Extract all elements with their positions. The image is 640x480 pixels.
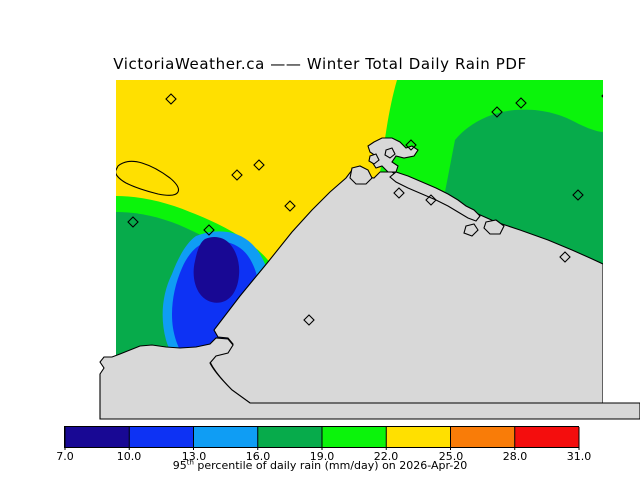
caption-superscript: th <box>186 458 194 467</box>
colorbar-segment-13-16[interactable] <box>193 427 258 447</box>
station-marker <box>425 194 437 206</box>
land-lower-mass <box>99 337 640 420</box>
land-islet-b <box>384 147 396 159</box>
island-outline-west <box>116 160 180 196</box>
contour-band-navy-core <box>193 236 240 303</box>
colorbar-tick-label: 31.0 <box>566 450 592 463</box>
caption-suffix: percentile of daily rain (mm/day) on 202… <box>193 459 468 472</box>
colorbar-segment-25-28[interactable] <box>450 427 515 447</box>
caption-prefix: 95 <box>172 459 187 472</box>
station-marker <box>284 200 296 212</box>
colorbar-tick-label: 10.0 <box>116 450 142 463</box>
colorbar-tick-label: 22.0 <box>373 450 399 463</box>
colorbar-tick-label: 19.0 <box>309 450 335 463</box>
figure-title: VictoriaWeather.ca —— Winter Total Daily… <box>113 55 527 73</box>
colorbar-segment-22-25[interactable] <box>386 427 451 447</box>
colorbar-tick-marks <box>64 427 580 450</box>
land-outside-frame <box>99 337 640 420</box>
colorbar-caption: 95th percentile of daily rain (mm/day) o… <box>0 459 640 472</box>
land-islet-a <box>368 153 380 165</box>
colorbar-segments[interactable] <box>65 427 579 447</box>
colorbar-tick-label: 28.0 <box>502 450 528 463</box>
station-marker <box>253 159 265 171</box>
station-marker <box>393 187 405 199</box>
station-marker <box>491 106 503 118</box>
land-islet-c <box>483 219 505 235</box>
station-markers <box>127 93 603 326</box>
land-polygons <box>209 137 603 403</box>
colorbar-segment-10-13[interactable] <box>129 427 194 447</box>
colorbar-tick-label: 16.0 <box>245 450 271 463</box>
station-marker <box>515 97 527 109</box>
colorbar-tick-label: 25.0 <box>438 450 464 463</box>
colorbar-segment-16-19[interactable] <box>257 427 322 447</box>
land-coast-west-upper <box>349 165 373 185</box>
land-islet-d <box>463 223 479 237</box>
station-marker <box>165 93 177 105</box>
station-marker <box>203 224 215 236</box>
station-marker <box>405 139 417 151</box>
colorbar-segment-19-22[interactable] <box>322 427 387 447</box>
station-marker <box>559 251 571 263</box>
land-spit-east <box>389 171 481 222</box>
station-marker <box>572 189 584 201</box>
colorbar[interactable] <box>64 426 580 451</box>
station-marker <box>127 216 139 228</box>
station-marker <box>231 169 243 181</box>
station-marker <box>303 314 315 326</box>
map-plot-area <box>116 80 603 403</box>
colorbar-tick-label: 13.0 <box>181 450 207 463</box>
colorbar-tick-label: 7.0 <box>56 450 74 463</box>
colorbar-segment-28-31[interactable] <box>514 427 579 447</box>
colorbar-segment-7-10[interactable] <box>65 427 130 447</box>
